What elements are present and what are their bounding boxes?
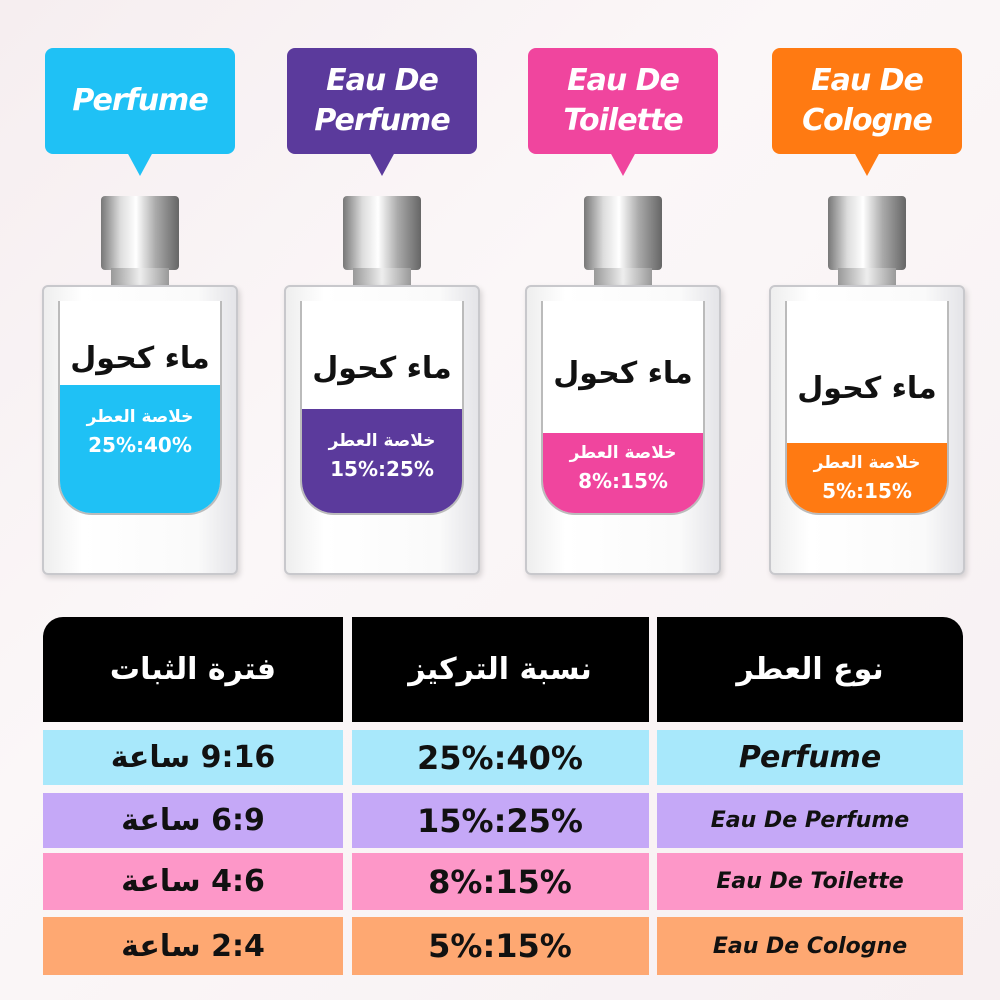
- table-row: 6:9 ساعة 15%:25% Eau De Perfume: [43, 793, 963, 848]
- bottle-neck: [111, 268, 169, 288]
- bottle-neck: [594, 268, 652, 288]
- bottle-column: Eau De Toilette ماء كحول خلاصة العطر 8%:…: [503, 0, 743, 600]
- bottle-column: Eau De Perfume ماء كحول خلاصة العطر 15%:…: [262, 0, 502, 600]
- bottle-inner: ماء كحول خلاصة العطر 8%:15%: [541, 301, 705, 515]
- type-cell: Eau De Toilette: [657, 853, 963, 910]
- concentration-cell: 25%:40%: [351, 730, 649, 785]
- essence-liquid: خلاصة العطر 5%:15%: [787, 443, 947, 513]
- header-concentration: نسبة التركيز: [351, 617, 649, 722]
- essence-label: خلاصة العطر: [569, 443, 677, 463]
- essence-range: 15%:25%: [330, 457, 434, 481]
- type-label: Eau De Toilette: [563, 63, 683, 138]
- bottle-body: ماء كحول خلاصة العطر 8%:15%: [525, 285, 721, 575]
- bottle-body: ماء كحول خلاصة العطر 5%:15%: [769, 285, 965, 575]
- type-label-bubble: Eau De Toilette: [528, 48, 718, 176]
- essence-range: 5%:15%: [822, 479, 912, 503]
- alcohol-water-label: ماء كحول: [70, 341, 210, 376]
- header-type: نوع العطر: [657, 617, 963, 722]
- essence-liquid: خلاصة العطر 25%:40%: [60, 385, 220, 513]
- bottle-cap: [101, 196, 179, 270]
- type-label: Perfume: [72, 83, 208, 118]
- bottle-inner: ماء كحول خلاصة العطر 25%:40%: [58, 301, 222, 515]
- alcohol-water-label: ماء كحول: [312, 351, 452, 386]
- bottle-cap: [828, 196, 906, 270]
- alcohol-water-label: ماء كحول: [797, 371, 937, 406]
- duration-cell: 9:16 ساعة: [43, 730, 343, 785]
- duration-cell: 4:6 ساعة: [43, 853, 343, 910]
- table-row: 4:6 ساعة 8%:15% Eau De Toilette: [43, 853, 963, 910]
- concentration-cell: 8%:15%: [351, 853, 649, 910]
- bottle-neck: [838, 268, 896, 288]
- table-row: 2:4 ساعة 5%:15% Eau De Cologne: [43, 917, 963, 975]
- essence-range: 8%:15%: [578, 469, 668, 493]
- duration-cell: 6:9 ساعة: [43, 793, 343, 848]
- alcohol-water-label: ماء كحول: [553, 356, 693, 391]
- type-label-bubble: Eau De Cologne: [772, 48, 962, 176]
- table-header: فترة الثبات نسبة التركيز نوع العطر: [43, 617, 963, 722]
- type-cell: Eau De Perfume: [657, 793, 963, 848]
- concentration-cell: 15%:25%: [351, 793, 649, 848]
- bottle-neck: [353, 268, 411, 288]
- bottle-inner: ماء كحول خلاصة العطر 5%:15%: [785, 301, 949, 515]
- bottle-body: ماء كحول خلاصة العطر 25%:40%: [42, 285, 238, 575]
- essence-label: خلاصة العطر: [86, 407, 194, 427]
- bottle-column: Perfume ماء كحول خلاصة العطر 25%:40%: [20, 0, 260, 600]
- type-cell: Eau De Cologne: [657, 917, 963, 975]
- bottle-cap: [343, 196, 421, 270]
- concentration-cell: 5%:15%: [351, 917, 649, 975]
- type-label: Eau De Cologne: [802, 63, 933, 138]
- type-label: Eau De Perfume: [314, 63, 450, 138]
- type-label-bubble: Eau De Perfume: [287, 48, 477, 176]
- bottle-body: ماء كحول خلاصة العطر 15%:25%: [284, 285, 480, 575]
- essence-label: خلاصة العطر: [328, 431, 436, 451]
- essence-label: خلاصة العطر: [813, 453, 921, 473]
- duration-cell: 2:4 ساعة: [43, 917, 343, 975]
- essence-liquid: خلاصة العطر 15%:25%: [302, 409, 462, 513]
- table-row: 9:16 ساعة 25%:40% Perfume: [43, 730, 963, 785]
- bottle-cap: [584, 196, 662, 270]
- essence-liquid: خلاصة العطر 8%:15%: [543, 433, 703, 513]
- type-cell: Perfume: [657, 730, 963, 785]
- bottle-inner: ماء كحول خلاصة العطر 15%:25%: [300, 301, 464, 515]
- bottle-column: Eau De Cologne ماء كحول خلاصة العطر 5%:1…: [747, 0, 987, 600]
- type-label-bubble: Perfume: [45, 48, 235, 176]
- header-duration: فترة الثبات: [43, 617, 343, 722]
- essence-range: 25%:40%: [88, 433, 192, 457]
